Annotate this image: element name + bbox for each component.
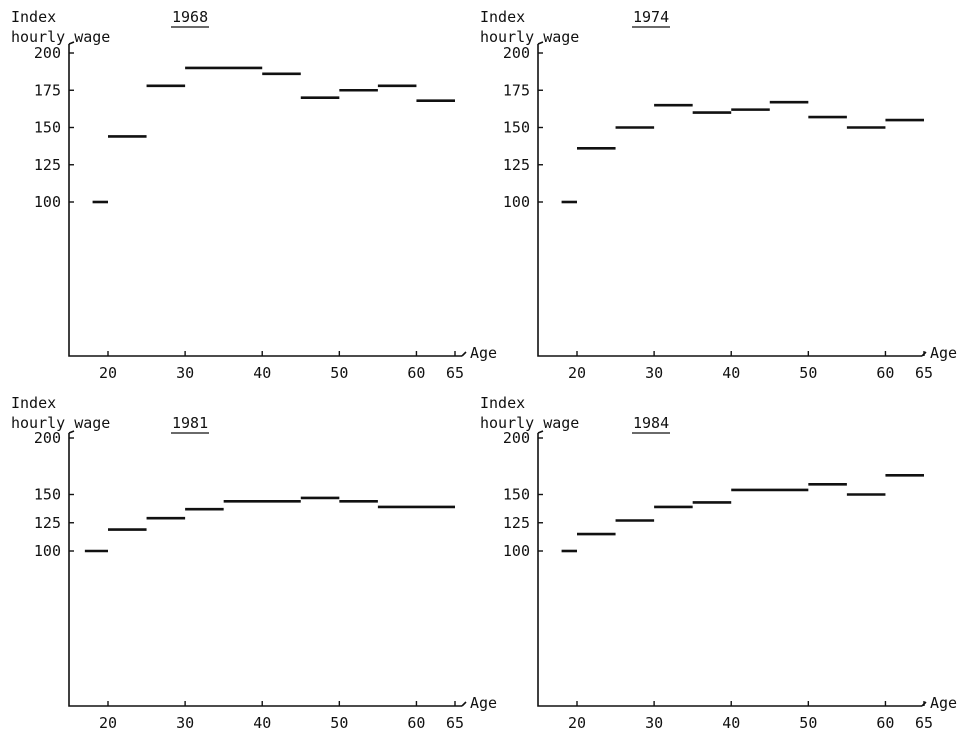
panel-4-ylabel-line1: Index [480,394,525,412]
panel-3-ytick-label-100: 100 [34,542,61,560]
panel-1-ylabel-line2: hourly wage [11,28,110,46]
panel-2-title: 1974 [633,8,669,26]
panel-4-title: 1984 [633,414,669,432]
panel-3-xtick-label-60: 60 [407,714,425,732]
panel-1-xtick-label-30: 30 [176,364,194,382]
panel-3-ytick-label-125: 125 [34,514,61,532]
panel-2-xtick-label-30: 30 [645,364,663,382]
panel-4-axes [537,433,922,707]
panel-3-xtick-label-50: 50 [330,714,348,732]
panel-1-xtick-label-50: 50 [330,364,348,382]
panel-3-xtick-label-40: 40 [253,714,271,732]
panel-3-x-axis-hook [461,701,467,707]
panel-4-xlabel: Age [930,694,957,712]
panel-1-title: 1968 [172,8,208,26]
panel-2-ylabel-line2: hourly wage [480,28,579,46]
panel-2-ytick-label-150: 150 [503,119,530,137]
panel-2-y-axis-hook [537,41,544,45]
panel-1-x-axis-hook [461,351,467,357]
panel-1-ytick-label-200: 200 [34,44,61,62]
panel-4-xtick-label-65: 65 [915,714,933,732]
panel-1-xtick-label-65: 65 [446,364,464,382]
panel-4-ylabel-line2: hourly wage [480,414,579,432]
panel-2-xtick-label-65: 65 [915,364,933,382]
panel-2-ytick-label-200: 200 [503,44,530,62]
panel-2-xtick-label-50: 50 [799,364,817,382]
panel-3-xtick-label-20: 20 [99,714,117,732]
panel-2-xtick-label-40: 40 [722,364,740,382]
panel-3-ylabel-line1: Index [11,394,56,412]
panel-4-xtick-label-60: 60 [876,714,894,732]
panel-4-ytick-label-200: 200 [503,429,530,447]
panel-2-xtick-label-60: 60 [876,364,894,382]
panel-1-ytick-label-100: 100 [34,193,61,211]
panel-2-xtick-label-20: 20 [568,364,586,382]
panel-2-ytick-label-175: 175 [503,81,530,99]
panel-3-xlabel: Age [470,694,497,712]
panel-1-xtick-label-40: 40 [253,364,271,382]
panel-1-y-axis-hook [68,41,75,45]
panel-3-title: 1981 [172,414,208,432]
panel-4-ytick-label-100: 100 [503,542,530,560]
panel-4-xtick-label-20: 20 [568,714,586,732]
panel-3-ytick-label-200: 200 [34,429,61,447]
panel-3-xtick-label-65: 65 [446,714,464,732]
panel-1-ytick-label-175: 175 [34,81,61,99]
panel-4-xtick-label-30: 30 [645,714,663,732]
panel-1-ytick-label-125: 125 [34,156,61,174]
panel-1-xtick-label-20: 20 [99,364,117,382]
panel-4-ytick-label-125: 125 [503,514,530,532]
panel-2-ytick-label-100: 100 [503,193,530,211]
panel-3-axes [68,433,462,707]
panel-1-axes [68,44,462,357]
panel-4-xtick-label-40: 40 [722,714,740,732]
panel-3-ytick-label-150: 150 [34,486,61,504]
panel-3-y-axis-hook [68,430,75,434]
panel-1-ytick-label-150: 150 [34,119,61,137]
panel-1-ylabel-line1: Index [11,8,56,26]
panel-2-ytick-label-125: 125 [503,156,530,174]
panel-2-axes [537,44,922,357]
panel-3-xtick-label-30: 30 [176,714,194,732]
panel-2-xlabel: Age [930,344,957,362]
panel-1-xtick-label-60: 60 [407,364,425,382]
panel-2-ylabel-line1: Index [480,8,525,26]
panel-4-ytick-label-150: 150 [503,486,530,504]
panel-3-ylabel-line2: hourly wage [11,414,110,432]
panel-4-y-axis-hook [537,430,544,434]
panel-4-xtick-label-50: 50 [799,714,817,732]
panel-1-xlabel: Age [470,344,497,362]
